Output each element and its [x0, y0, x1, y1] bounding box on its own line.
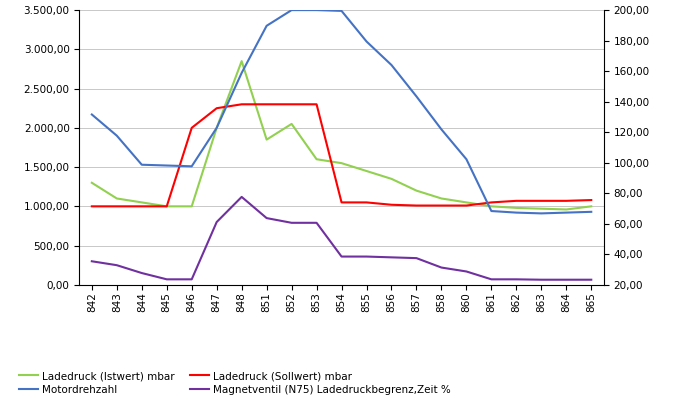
Magnetventil (N75) Ladedruckbegrenz,Zeit % — [587, 277, 595, 282]
Motordrehzahl — [437, 127, 446, 132]
Ladedruck (Sollwert) mbar — [437, 203, 446, 208]
Motordrehzahl — [313, 8, 321, 13]
Ladedruck (Istwert) mbar — [288, 122, 296, 126]
Magnetventil (N75) Ladedruckbegrenz,Zeit % — [413, 256, 421, 261]
Line: Ladedruck (Istwert) mbar: Ladedruck (Istwert) mbar — [92, 61, 591, 209]
Motordrehzahl — [562, 210, 571, 215]
Ladedruck (Sollwert) mbar — [362, 200, 371, 205]
Magnetventil (N75) Ladedruckbegrenz,Zeit % — [487, 277, 495, 282]
Ladedruck (Sollwert) mbar — [487, 200, 495, 205]
Magnetventil (N75) Ladedruckbegrenz,Zeit % — [137, 271, 146, 276]
Magnetventil (N75) Ladedruckbegrenz,Zeit % — [213, 220, 221, 225]
Motordrehzahl — [137, 162, 146, 167]
Magnetventil (N75) Ladedruckbegrenz,Zeit % — [313, 221, 321, 225]
Ladedruck (Istwert) mbar — [237, 59, 246, 63]
Ladedruck (Istwert) mbar — [562, 207, 571, 212]
Ladedruck (Sollwert) mbar — [213, 106, 221, 111]
Ladedruck (Istwert) mbar — [587, 204, 595, 209]
Ladedruck (Sollwert) mbar — [337, 200, 346, 205]
Motordrehzahl — [413, 94, 421, 99]
Magnetventil (N75) Ladedruckbegrenz,Zeit % — [362, 254, 371, 259]
Ladedruck (Sollwert) mbar — [88, 204, 96, 209]
Ladedruck (Istwert) mbar — [437, 196, 446, 201]
Magnetventil (N75) Ladedruckbegrenz,Zeit % — [288, 221, 296, 225]
Motordrehzahl — [88, 112, 96, 117]
Ladedruck (Sollwert) mbar — [562, 198, 571, 203]
Ladedruck (Istwert) mbar — [262, 137, 270, 142]
Ladedruck (Istwert) mbar — [112, 196, 121, 201]
Line: Magnetventil (N75) Ladedruckbegrenz,Zeit %: Magnetventil (N75) Ladedruckbegrenz,Zeit… — [92, 197, 591, 280]
Ladedruck (Sollwert) mbar — [137, 204, 146, 209]
Motordrehzahl — [112, 133, 121, 138]
Ladedruck (Istwert) mbar — [413, 188, 421, 193]
Ladedruck (Istwert) mbar — [188, 204, 196, 209]
Ladedruck (Sollwert) mbar — [512, 198, 520, 203]
Ladedruck (Istwert) mbar — [512, 206, 520, 210]
Ladedruck (Istwert) mbar — [487, 204, 495, 209]
Magnetventil (N75) Ladedruckbegrenz,Zeit % — [262, 216, 270, 221]
Line: Ladedruck (Sollwert) mbar: Ladedruck (Sollwert) mbar — [92, 104, 591, 206]
Line: Motordrehzahl: Motordrehzahl — [92, 10, 591, 213]
Ladedruck (Istwert) mbar — [137, 200, 146, 205]
Motordrehzahl — [512, 210, 520, 215]
Ladedruck (Sollwert) mbar — [387, 202, 395, 207]
Magnetventil (N75) Ladedruckbegrenz,Zeit % — [112, 263, 121, 267]
Ladedruck (Sollwert) mbar — [587, 198, 595, 202]
Ladedruck (Istwert) mbar — [163, 204, 171, 209]
Ladedruck (Istwert) mbar — [538, 206, 546, 211]
Motordrehzahl — [163, 163, 171, 168]
Motordrehzahl — [337, 8, 346, 13]
Ladedruck (Sollwert) mbar — [288, 102, 296, 107]
Ladedruck (Istwert) mbar — [337, 161, 346, 166]
Magnetventil (N75) Ladedruckbegrenz,Zeit % — [437, 265, 446, 270]
Motordrehzahl — [288, 8, 296, 13]
Ladedruck (Sollwert) mbar — [413, 203, 421, 208]
Ladedruck (Istwert) mbar — [88, 180, 96, 185]
Motordrehzahl — [188, 164, 196, 169]
Motordrehzahl — [538, 211, 546, 216]
Magnetventil (N75) Ladedruckbegrenz,Zeit % — [337, 254, 346, 259]
Magnetventil (N75) Ladedruckbegrenz,Zeit % — [237, 194, 246, 199]
Ladedruck (Istwert) mbar — [313, 157, 321, 162]
Ladedruck (Istwert) mbar — [387, 177, 395, 181]
Ladedruck (Sollwert) mbar — [462, 203, 471, 208]
Motordrehzahl — [487, 208, 495, 213]
Motordrehzahl — [587, 209, 595, 214]
Motordrehzahl — [362, 39, 371, 44]
Magnetventil (N75) Ladedruckbegrenz,Zeit % — [188, 277, 196, 282]
Ladedruck (Sollwert) mbar — [262, 102, 270, 107]
Ladedruck (Sollwert) mbar — [188, 125, 196, 130]
Motordrehzahl — [462, 157, 471, 162]
Ladedruck (Istwert) mbar — [213, 125, 221, 130]
Motordrehzahl — [387, 63, 395, 67]
Ladedruck (Sollwert) mbar — [237, 102, 246, 107]
Magnetventil (N75) Ladedruckbegrenz,Zeit % — [512, 277, 520, 282]
Motordrehzahl — [262, 23, 270, 28]
Magnetventil (N75) Ladedruckbegrenz,Zeit % — [538, 277, 546, 282]
Ladedruck (Sollwert) mbar — [112, 204, 121, 209]
Magnetventil (N75) Ladedruckbegrenz,Zeit % — [462, 269, 471, 274]
Motordrehzahl — [237, 70, 246, 75]
Magnetventil (N75) Ladedruckbegrenz,Zeit % — [562, 277, 571, 282]
Ladedruck (Sollwert) mbar — [313, 102, 321, 107]
Magnetventil (N75) Ladedruckbegrenz,Zeit % — [88, 259, 96, 264]
Ladedruck (Istwert) mbar — [462, 200, 471, 205]
Magnetventil (N75) Ladedruckbegrenz,Zeit % — [163, 277, 171, 282]
Ladedruck (Sollwert) mbar — [163, 204, 171, 209]
Legend: Ladedruck (Istwert) mbar, Motordrehzahl, Ladedruck (Sollwert) mbar, Magnetventil: Ladedruck (Istwert) mbar, Motordrehzahl,… — [19, 371, 451, 395]
Ladedruck (Sollwert) mbar — [538, 198, 546, 203]
Ladedruck (Istwert) mbar — [362, 168, 371, 173]
Motordrehzahl — [213, 125, 221, 130]
Magnetventil (N75) Ladedruckbegrenz,Zeit % — [387, 255, 395, 260]
